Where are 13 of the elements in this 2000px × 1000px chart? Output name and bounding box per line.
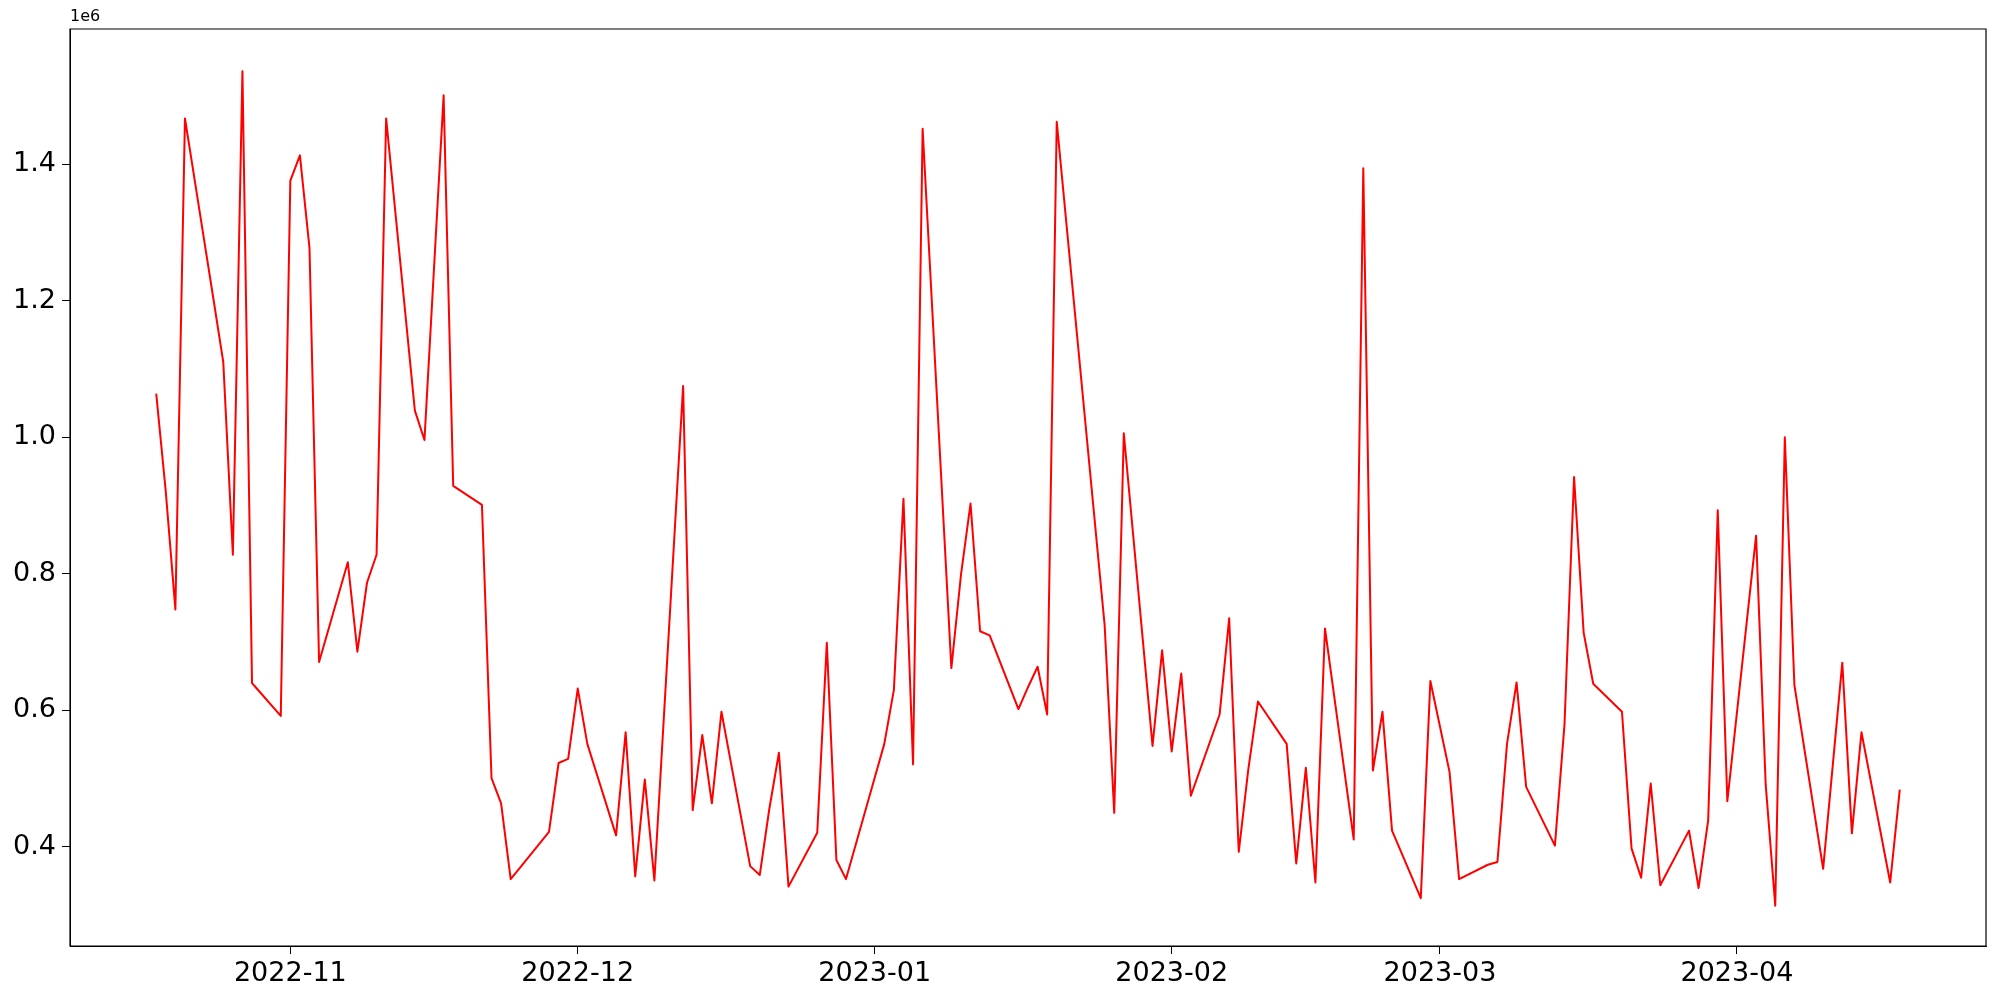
y-tick-label: 0.8: [13, 555, 56, 587]
x-tick-label: 2022-11: [233, 956, 347, 988]
y-tick-label: 1.0: [13, 419, 56, 451]
text: 1e6: [70, 6, 101, 26]
y-tick-label: 1.2: [13, 282, 56, 314]
y-tick-label: 0.6: [13, 692, 56, 724]
x-tick-label: 2023-03: [1383, 956, 1497, 988]
x-tick-label: 2022-12: [521, 956, 635, 988]
x-tick-label: 2023-02: [1115, 956, 1229, 988]
x-tick-label: 2023-04: [1680, 956, 1794, 988]
y-tick-label: 0.4: [13, 829, 56, 861]
x-tick-label: 2023-01: [818, 956, 932, 988]
y-tick-label: 1.4: [13, 146, 56, 178]
